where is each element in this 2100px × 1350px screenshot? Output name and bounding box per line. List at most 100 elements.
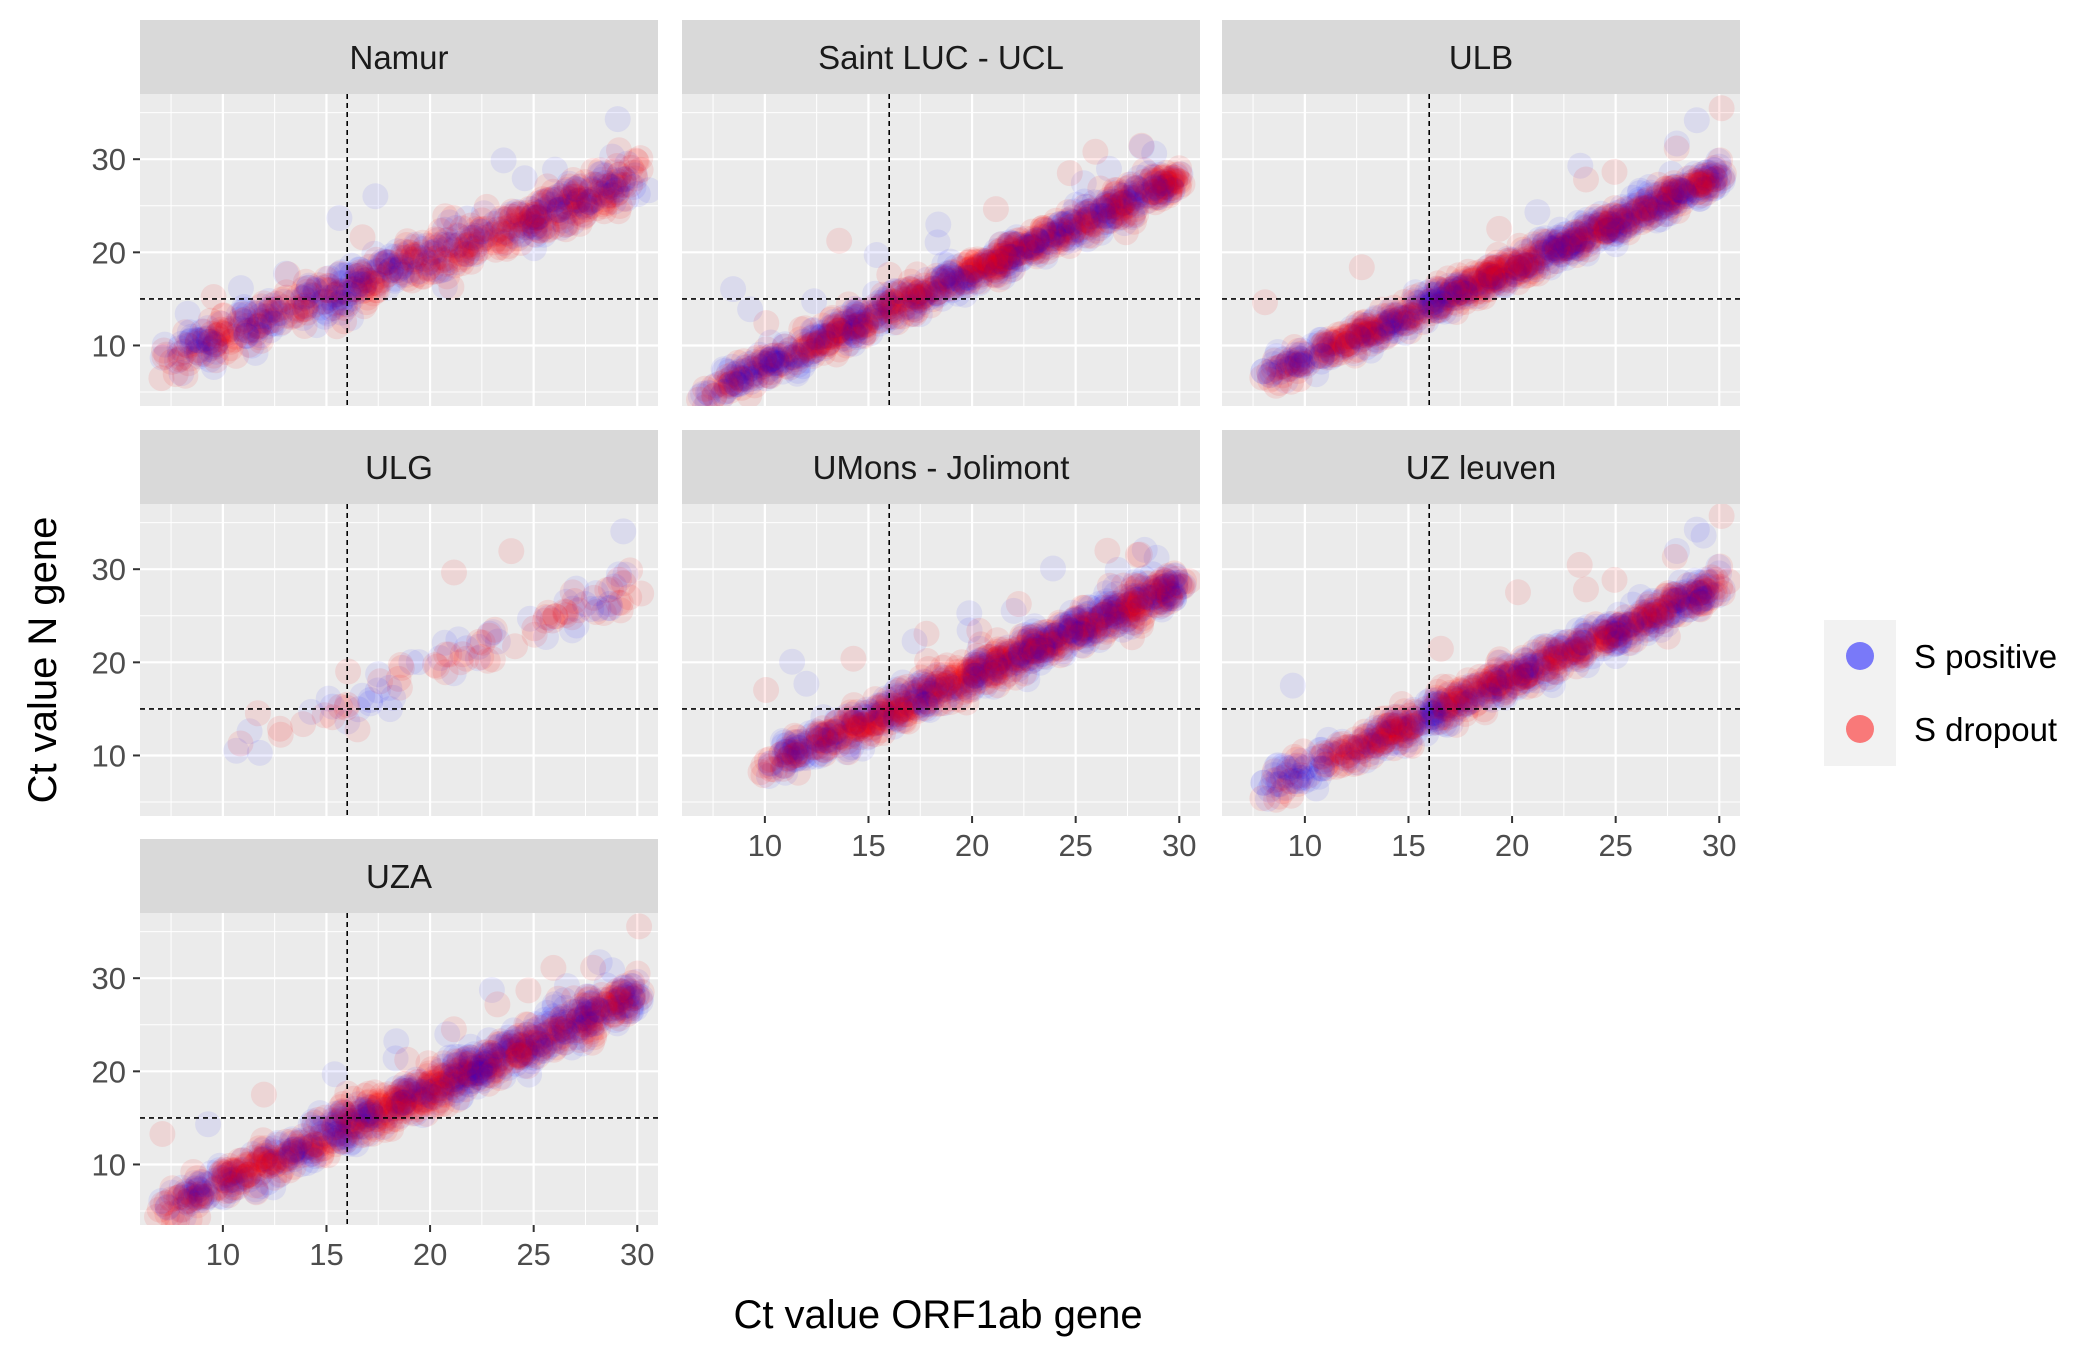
point-s-dropout — [245, 313, 272, 340]
point-s-dropout — [1624, 606, 1651, 632]
point-s-dropout — [366, 258, 393, 284]
point-s-dropout — [1418, 300, 1444, 327]
point-s-dropout — [826, 336, 853, 363]
point-s-dropout — [432, 245, 459, 272]
point-s-positive — [1557, 235, 1584, 262]
point-s-dropout — [562, 183, 589, 210]
point-s-positive — [1002, 642, 1029, 669]
point-s-dropout — [1012, 225, 1039, 252]
point-s-positive — [581, 186, 608, 212]
point-s-dropout — [440, 1071, 467, 1098]
point-s-dropout — [397, 1072, 424, 1099]
point-s-positive — [739, 355, 765, 382]
point-s-dropout — [200, 334, 226, 361]
point-s-positive — [1155, 580, 1182, 607]
point-s-positive — [1054, 618, 1081, 645]
point-s-positive — [898, 276, 925, 303]
point-s-positive — [1611, 204, 1638, 231]
point-s-dropout — [1614, 611, 1640, 638]
point-s-dropout — [1021, 628, 1048, 655]
point-s-dropout — [894, 673, 921, 700]
point-s-positive — [247, 1173, 274, 1200]
point-s-dropout — [1156, 583, 1183, 610]
point-s-dropout — [354, 1106, 381, 1133]
point-s-positive — [1565, 209, 1592, 236]
point-s-dropout — [1070, 632, 1097, 659]
point-s-positive — [1660, 173, 1687, 200]
point-s-dropout — [1599, 610, 1626, 637]
point-s-dropout — [1063, 624, 1090, 651]
point-s-positive — [1260, 762, 1287, 789]
point-s-dropout — [1518, 660, 1545, 687]
point-s-positive — [963, 656, 990, 682]
point-s-positive — [916, 690, 942, 717]
point-s-dropout — [973, 655, 1000, 682]
point-s-dropout — [432, 659, 459, 686]
point-s-positive — [903, 694, 930, 721]
point-s-dropout — [970, 662, 997, 689]
point-s-positive — [578, 176, 605, 203]
point-s-dropout — [1370, 713, 1397, 740]
point-s-positive — [1614, 206, 1641, 233]
point-s-dropout — [1632, 188, 1659, 215]
point-s-positive — [1562, 636, 1589, 663]
point-s-positive — [517, 605, 543, 632]
point-s-dropout — [995, 660, 1022, 687]
point-s-dropout — [1465, 681, 1492, 708]
point-s-dropout — [1150, 163, 1177, 190]
point-s-positive — [388, 242, 415, 269]
point-s-dropout — [457, 1050, 484, 1077]
point-s-positive — [553, 588, 580, 615]
point-s-dropout — [784, 734, 811, 761]
point-s-positive — [346, 256, 372, 283]
point-s-positive — [1286, 764, 1313, 791]
point-s-positive — [1663, 587, 1690, 614]
point-s-positive — [1327, 331, 1354, 357]
point-s-positive — [414, 250, 441, 277]
point-s-positive — [1149, 170, 1176, 197]
point-s-positive — [1492, 272, 1519, 299]
point-s-dropout — [967, 658, 994, 684]
point-s-positive — [239, 1158, 266, 1185]
point-s-dropout — [1638, 196, 1665, 223]
point-s-dropout — [1629, 202, 1656, 229]
point-s-dropout — [1040, 630, 1067, 657]
point-s-dropout — [1151, 173, 1178, 200]
point-s-dropout — [1661, 179, 1688, 206]
point-s-positive — [415, 1075, 442, 1102]
point-s-positive — [1053, 221, 1080, 248]
point-s-dropout — [1151, 169, 1178, 196]
point-s-positive — [771, 729, 798, 756]
point-s-dropout — [885, 684, 912, 711]
point-s-dropout — [522, 210, 549, 237]
point-s-dropout — [329, 277, 356, 304]
point-s-dropout — [864, 694, 890, 721]
point-s-dropout — [1289, 348, 1316, 375]
point-s-dropout — [210, 1159, 237, 1186]
point-s-dropout — [1048, 217, 1075, 244]
point-s-dropout — [1130, 168, 1157, 195]
point-s-positive — [782, 736, 809, 763]
point-s-dropout — [1334, 734, 1361, 760]
point-s-dropout — [260, 1149, 287, 1176]
point-s-dropout — [1252, 289, 1278, 316]
point-s-dropout — [545, 985, 572, 1012]
point-s-positive — [1496, 663, 1523, 690]
point-s-positive — [836, 330, 862, 357]
point-s-dropout — [1571, 640, 1598, 667]
scatter-points — [1249, 504, 1740, 813]
point-s-positive — [850, 713, 877, 740]
point-s-dropout — [415, 1072, 442, 1099]
point-s-positive — [725, 364, 751, 391]
point-s-positive — [1384, 318, 1411, 345]
point-s-dropout — [283, 1140, 310, 1167]
point-s-dropout — [1131, 599, 1158, 626]
point-s-dropout — [577, 193, 604, 219]
point-s-dropout — [1371, 315, 1398, 342]
point-s-positive — [296, 272, 322, 299]
point-s-positive — [571, 192, 598, 219]
point-s-positive — [1076, 600, 1103, 627]
point-s-dropout — [1072, 616, 1099, 643]
point-s-dropout — [610, 994, 636, 1020]
facet-strip — [140, 839, 658, 913]
